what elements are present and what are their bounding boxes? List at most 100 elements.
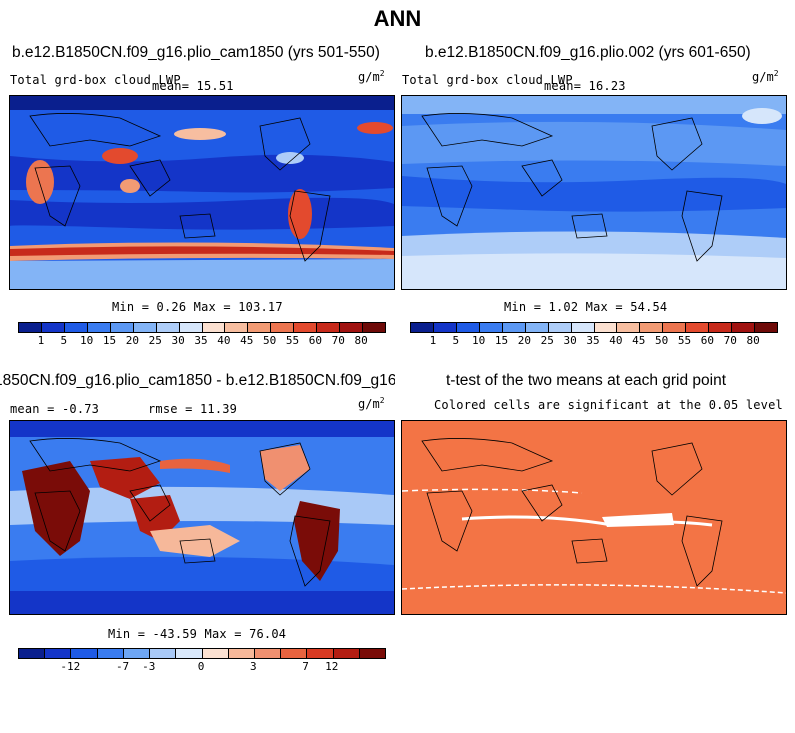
colorbar-swatch (617, 323, 641, 332)
colorbar-swatch (640, 323, 664, 332)
colorbar-tick-label: 45 (240, 334, 254, 347)
colorbar-tick-label: 10 (80, 334, 94, 347)
panel2-units: g/m2 (752, 69, 779, 84)
colorbar-swatch (133, 323, 157, 332)
colorbar-swatch (317, 323, 341, 332)
colorbar-swatch (479, 323, 503, 332)
panel3-title: b.e12.B1850CN.f09_g16.plio_cam1850 - b.e… (0, 372, 395, 389)
panel1-colorbar (18, 322, 386, 333)
colorbar-swatch (254, 649, 282, 658)
colorbar-tick-label: 12 (325, 660, 339, 673)
colorbar-swatch (340, 323, 364, 332)
colorbar-tick-label: 60 (308, 334, 322, 347)
colorbar-swatch (456, 323, 480, 332)
colorbar-swatch (179, 323, 203, 332)
colorbar-swatch (228, 649, 255, 658)
colorbar-tick-label: 55 (285, 334, 300, 347)
panel3-mean: mean = -0.73 (10, 402, 100, 416)
colorbar-tick-label: 3 (249, 660, 257, 673)
colorbar-tick-label: -7 (115, 660, 130, 673)
colorbar-swatch (755, 323, 777, 332)
colorbar-swatch (294, 323, 318, 332)
colorbar-swatch (71, 649, 98, 658)
colorbar-tick-label: 1 (429, 334, 437, 347)
panel3-colorbar (18, 648, 386, 659)
colorbar-tick-label: 10 (472, 334, 486, 347)
colorbar-swatch (19, 323, 42, 332)
colorbar-tick-label: 15 (102, 334, 117, 347)
colorbar-tick-label: 35 (194, 334, 208, 347)
colorbar-tick-label: -3 (142, 660, 156, 673)
colorbar-swatch (663, 323, 687, 332)
colorbar-swatch (19, 649, 46, 658)
colorbar-swatch (363, 323, 385, 332)
colorbar-tick-label: 15 (494, 334, 509, 347)
panel1-mean: mean= 15.51 (152, 79, 234, 93)
colorbar-tick-label: 60 (700, 334, 714, 347)
panel1-title: b.e12.B1850CN.f09_g16.plio_cam1850 (yrs … (12, 44, 380, 61)
colorbar-tick-label: 30 (563, 334, 577, 347)
panel3-units: g/m2 (358, 396, 385, 411)
colorbar-tick-label: 5 (60, 334, 68, 347)
colorbar-tick-label: 55 (677, 334, 692, 347)
panel2-title: b.e12.B1850CN.f09_g16.plio.002 (yrs 601-… (425, 44, 751, 61)
colorbar-swatch (709, 323, 733, 332)
panel1-units: g/m2 (358, 69, 385, 84)
panel1-variable: Total grd-box cloud LWP (10, 73, 181, 87)
colorbar-swatch (359, 649, 386, 658)
colorbar-swatch (64, 323, 88, 332)
colorbar-tick-label: 30 (171, 334, 185, 347)
colorbar-tick-label: 7 (302, 660, 309, 673)
panel1-map (9, 95, 395, 290)
panel4-subtitle: Colored cells are significant at the 0.0… (434, 398, 783, 412)
colorbar-tick-label: 80 (746, 334, 760, 347)
colorbar-swatch (176, 649, 203, 658)
colorbar-tick-label: 35 (586, 334, 600, 347)
colorbar-tick-label: 25 (148, 334, 162, 347)
panel3-rmse: rmse = 11.39 (148, 402, 238, 416)
colorbar-tick-label: 40 (217, 334, 231, 347)
colorbar-swatch (571, 323, 595, 332)
panel4-title: t-test of the two means at each grid poi… (446, 372, 727, 389)
colorbar-tick-label: 0 (197, 660, 205, 673)
colorbar-swatch (248, 323, 272, 332)
colorbar-tick-label: 45 (632, 334, 646, 347)
colorbar-swatch (548, 323, 572, 332)
figure-title: ANN (373, 6, 422, 31)
colorbar-tick-label: 25 (540, 334, 554, 347)
colorbar-swatch (87, 323, 111, 332)
colorbar-swatch (202, 323, 226, 332)
colorbar-swatch (686, 323, 710, 332)
colorbar-swatch (123, 649, 151, 658)
panel2-mean: mean= 16.23 (544, 79, 626, 93)
colorbar-swatch (525, 323, 549, 332)
panel3-minmax: Min = -43.59 Max = 76.04 (108, 627, 287, 641)
colorbar-tick-label: 80 (354, 334, 368, 347)
panel1-minmax: Min = 0.26 Max = 103.17 (112, 300, 283, 314)
panel3-map (9, 420, 395, 615)
colorbar-tick-label: 20 (125, 334, 139, 347)
colorbar-swatch (202, 649, 229, 658)
panel2-minmax: Min = 1.02 Max = 54.54 (504, 300, 668, 314)
colorbar-swatch (45, 649, 72, 658)
colorbar-swatch (333, 649, 360, 658)
colorbar-swatch (281, 649, 308, 658)
panel2-colorbar (410, 322, 778, 333)
colorbar-swatch (271, 323, 295, 332)
colorbar-swatch (156, 323, 180, 332)
colorbar-tick-label: -12 (60, 660, 81, 673)
colorbar-swatch (97, 649, 124, 658)
colorbar-swatch (433, 323, 457, 332)
colorbar-tick-label: 40 (609, 334, 623, 347)
colorbar-tick-label: 1 (37, 334, 45, 347)
colorbar-tick-label: 50 (263, 334, 277, 347)
colorbar-tick-label: 50 (655, 334, 669, 347)
colorbar-swatch (594, 323, 618, 332)
colorbar-swatch (307, 649, 334, 658)
panel2-map (401, 95, 787, 290)
colorbar-swatch (411, 323, 434, 332)
panel3-title-clip: b.e12.B1850CN.f09_g16.plio_cam1850 - b.e… (0, 370, 395, 392)
colorbar-swatch (150, 649, 177, 658)
panel2-variable: Total grd-box cloud LWP (402, 73, 573, 87)
colorbar-swatch (225, 323, 249, 332)
